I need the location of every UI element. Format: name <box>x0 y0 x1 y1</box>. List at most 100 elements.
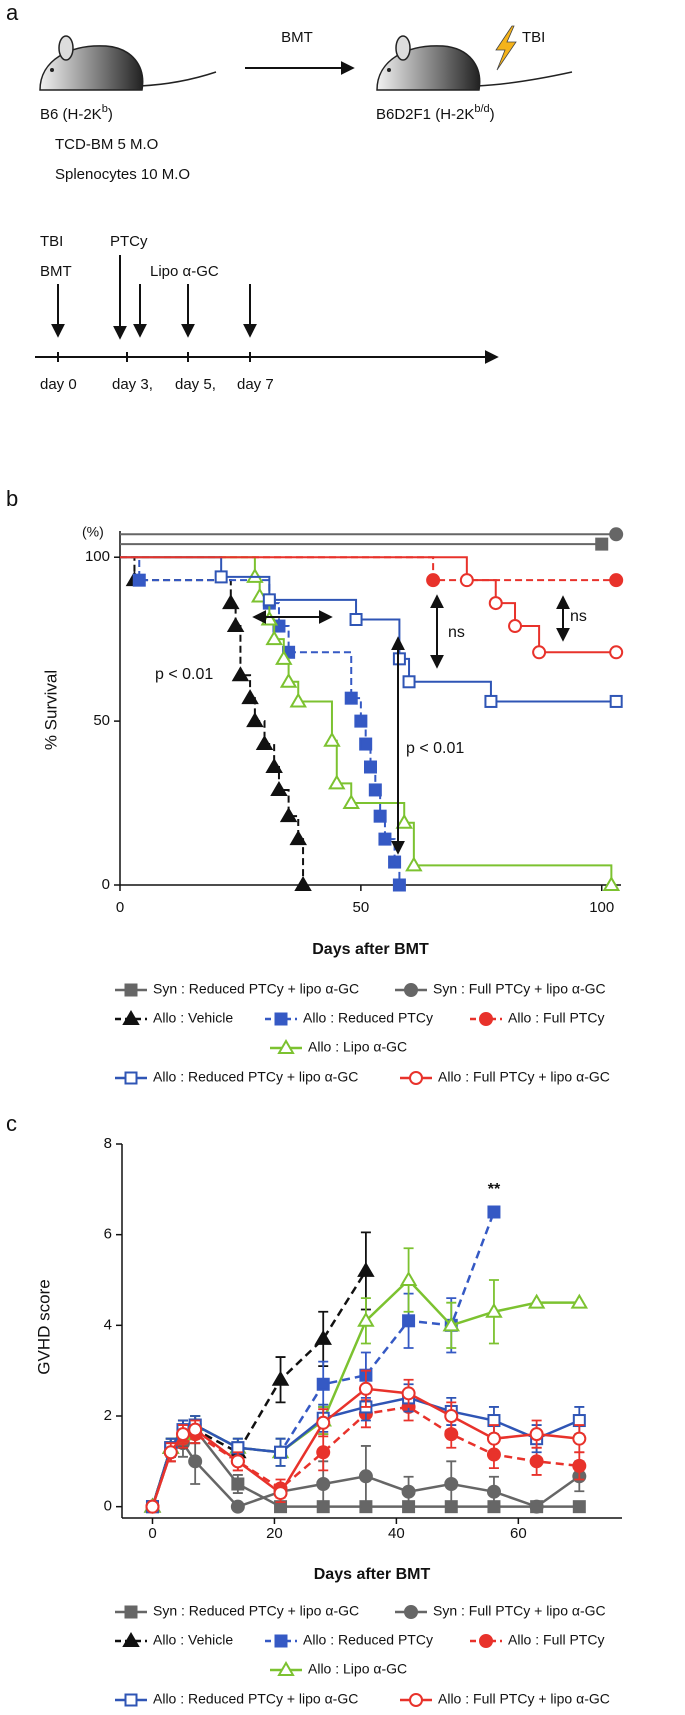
marker <box>373 809 387 823</box>
marker <box>401 1484 416 1499</box>
tbi-label: TBI <box>522 29 545 46</box>
event-label: TBI <box>40 233 63 250</box>
marker <box>405 856 423 872</box>
x-tick-label: 20 <box>266 1525 283 1542</box>
legend-marker <box>274 1012 288 1026</box>
marker <box>484 694 498 708</box>
event-label: Lipo α-GC <box>150 263 219 280</box>
legend-marker <box>277 1039 295 1054</box>
day-label: day 7 <box>237 376 274 393</box>
marker <box>342 794 360 810</box>
marker <box>527 1293 546 1309</box>
x-axis-title: Days after BMT <box>312 941 429 958</box>
marker <box>145 1499 160 1514</box>
marker <box>273 1486 288 1501</box>
legend-label: Allo : Full PTCy + lipo α-GC <box>438 1069 610 1085</box>
marker <box>508 619 523 634</box>
recipient-label: B6D2F1 (H-2Kb/d) <box>376 103 495 123</box>
marker <box>255 735 274 751</box>
marker <box>487 1205 501 1219</box>
marker <box>270 780 288 796</box>
recipient-mouse <box>376 35 573 91</box>
marker <box>486 1431 501 1446</box>
legend-marker <box>124 1693 138 1707</box>
legend-marker <box>124 1071 138 1085</box>
legend-label: Allo : Vehicle <box>153 1010 233 1026</box>
legend-label: Syn : Full PTCy + lipo α-GC <box>433 981 606 997</box>
marker <box>485 1302 503 1318</box>
marker <box>529 1454 544 1469</box>
survival-line <box>120 556 617 703</box>
event-label: PTCy <box>110 233 148 250</box>
marker <box>402 1314 416 1328</box>
legend-label: Allo : Full PTCy <box>508 1010 604 1026</box>
marker <box>188 1422 203 1437</box>
marker <box>459 573 474 588</box>
legend-label: Syn : Reduced PTCy + lipo α-GC <box>153 1603 359 1619</box>
marker <box>602 876 621 891</box>
marker <box>328 774 346 790</box>
event-label: BMT <box>40 263 72 280</box>
legend-label: Allo : Reduced PTCy + lipo α-GC <box>153 1069 358 1085</box>
marker <box>274 1445 288 1459</box>
marker <box>368 783 382 797</box>
marker <box>609 527 624 542</box>
marker <box>314 1329 332 1345</box>
marker <box>402 675 416 689</box>
marker <box>609 645 624 660</box>
marker <box>401 1386 416 1401</box>
marker <box>316 1445 331 1460</box>
marker <box>231 666 250 682</box>
graft-label: TCD-BM 5 M.O <box>55 136 158 153</box>
legend-marker <box>404 1605 418 1619</box>
y-tick-label: 50 <box>93 712 110 729</box>
legend-label: Allo : Reduced PTCy + lipo α-GC <box>153 1691 358 1707</box>
legend-marker <box>404 983 418 997</box>
lightning-icon <box>495 25 517 71</box>
marker <box>230 1454 245 1469</box>
annotation: ** <box>488 1181 501 1198</box>
y-tick-label: 0 <box>102 876 110 893</box>
legend-marker <box>409 1071 423 1085</box>
donor-mouse <box>39 35 217 91</box>
y-tick-label: 4 <box>104 1316 112 1333</box>
marker <box>349 613 363 626</box>
day-label: day 3, <box>112 376 153 393</box>
marker <box>316 1415 331 1430</box>
marker <box>316 1477 331 1491</box>
x-tick-label: 60 <box>510 1525 527 1542</box>
marker <box>486 1484 501 1499</box>
legend-label: Allo : Full PTCy <box>508 1632 604 1648</box>
annotation: p < 0.01 <box>406 740 464 757</box>
marker <box>289 692 307 708</box>
legend-marker <box>124 983 138 997</box>
marker <box>364 760 377 774</box>
survival-line <box>120 556 617 654</box>
marker <box>231 1477 245 1491</box>
legend-marker <box>124 1605 138 1619</box>
y-tick-label: 0 <box>104 1498 112 1515</box>
marker <box>358 1469 373 1484</box>
day-label: day 5, <box>175 376 216 393</box>
survival-line <box>120 556 617 582</box>
marker <box>388 855 402 869</box>
x-tick-label: 40 <box>388 1525 405 1542</box>
marker <box>595 537 609 551</box>
y-tick-label: 2 <box>104 1407 112 1424</box>
marker <box>392 652 406 666</box>
annotation: p < 0.01 <box>155 666 213 683</box>
marker <box>426 573 441 588</box>
y-tick-label: 6 <box>104 1226 112 1243</box>
marker <box>241 689 259 705</box>
marker <box>572 1458 587 1473</box>
marker <box>399 1271 418 1286</box>
legend-label: Allo : Lipo α-GC <box>308 1039 407 1055</box>
marker <box>265 758 283 773</box>
x-tick-label: 100 <box>589 899 614 916</box>
marker <box>359 737 373 751</box>
score-line <box>151 1270 367 1508</box>
marker <box>222 594 240 610</box>
legend-marker <box>479 1634 493 1648</box>
legend-label: Allo : Vehicle <box>153 1632 233 1648</box>
marker <box>214 570 228 584</box>
